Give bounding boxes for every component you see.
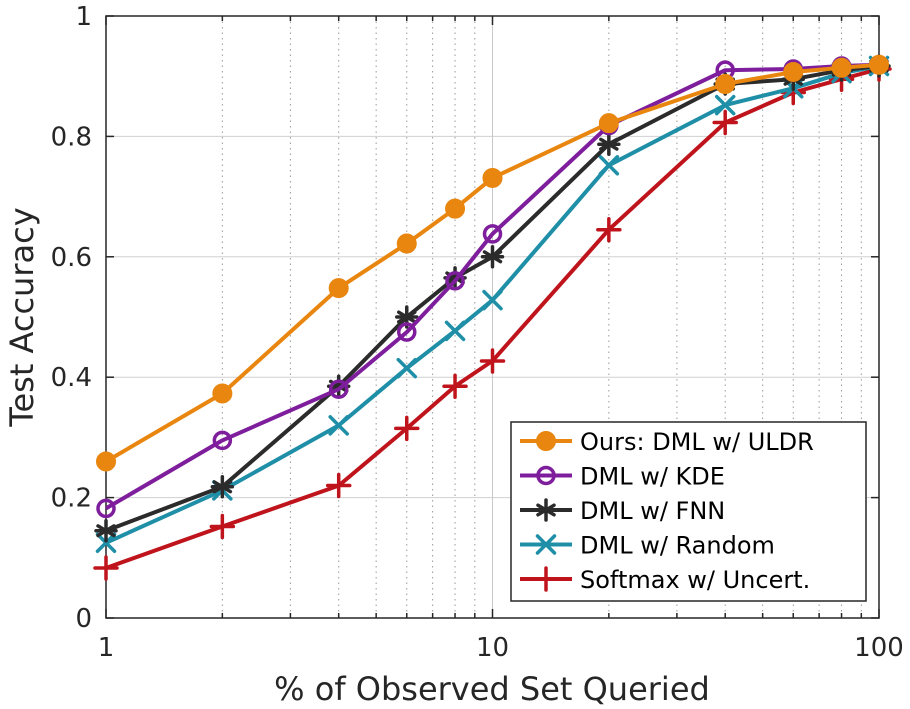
data-point: [869, 54, 889, 75]
data-point-stroke: [396, 357, 418, 379]
data-point-stroke: [482, 289, 503, 311]
data-point: [96, 451, 116, 472]
legend-label: DML w/ FNN: [580, 497, 725, 525]
data-point: [783, 61, 804, 82]
x-axis-title: % of Observed Set Queried: [274, 670, 710, 708]
data-point: [482, 224, 503, 244]
y-tick-label: 0: [75, 604, 92, 634]
series-layer: [93, 54, 892, 581]
data-point: [394, 415, 420, 442]
data-point: [210, 475, 235, 499]
axis-ticks: 0 0.2 0.4 0.6 0.8 1 1 10 100: [51, 2, 904, 663]
data-point: [712, 109, 738, 136]
data-point: [445, 271, 465, 291]
legend-label: DML w/ KDE: [580, 463, 725, 491]
x-tick-label: 1: [98, 633, 115, 663]
data-point: [442, 373, 468, 399]
data-point: [212, 383, 233, 404]
data-point: [396, 233, 417, 254]
series-line: [104, 62, 880, 511]
legend: Ours: DML w/ ULDR DML w/ KDE DML w/ FNN DML…: [510, 421, 867, 602]
data-point: [596, 216, 622, 243]
data-point: [328, 379, 349, 399]
data-point-stroke: [328, 415, 349, 436]
data-point: [328, 415, 349, 436]
data-point: [479, 348, 506, 374]
series-4: [93, 56, 892, 581]
data-point: [212, 430, 233, 451]
data-point: [328, 278, 349, 299]
data-point: [445, 198, 466, 219]
data-point: [482, 289, 503, 311]
data-point: [94, 518, 118, 543]
data-point-stroke: [598, 155, 620, 176]
series-0: [96, 54, 889, 472]
y-tick-label: 0.2: [51, 484, 92, 514]
legend-swatch-marker: [535, 534, 557, 555]
legend-swatch-marker-stroke: [535, 534, 557, 555]
legend-label: DML w/ Random: [580, 532, 775, 560]
data-point: [397, 322, 417, 342]
data-point-stroke: [95, 532, 117, 553]
y-tick-label: 0.6: [51, 243, 92, 273]
legend-swatch-marker: [534, 498, 558, 522]
data-point: [93, 555, 119, 581]
legend-swatch-marker: [536, 431, 556, 451]
data-point: [598, 155, 620, 176]
y-tick-label: 0.4: [51, 363, 92, 393]
data-point-stroke: [714, 94, 736, 116]
data-point: [715, 74, 736, 95]
y-axis-title: Test Accuracy: [3, 207, 41, 427]
data-point-stroke: [444, 320, 466, 342]
data-point: [598, 113, 619, 134]
x-tick-label: 100: [854, 633, 904, 663]
x-tick-label: 10: [476, 633, 509, 663]
data-point: [95, 532, 117, 553]
data-point: [209, 513, 236, 540]
data-point: [396, 357, 418, 379]
legend-swatch-marker: [536, 465, 556, 486]
legend-label: Ours: DML w/ ULDR: [580, 428, 814, 456]
legend-swatch-marker: [533, 566, 559, 592]
legend-label: Softmax w/ Uncert.: [580, 566, 810, 594]
y-tick-label: 1: [75, 2, 92, 32]
data-point: [325, 472, 352, 499]
data-point: [482, 167, 503, 188]
data-point: [831, 57, 852, 78]
data-point: [480, 245, 505, 269]
data-point: [444, 320, 466, 342]
data-point: [714, 94, 736, 116]
y-tick-label: 0.8: [51, 122, 92, 152]
data-point: [597, 132, 621, 156]
data-point: [96, 498, 116, 519]
